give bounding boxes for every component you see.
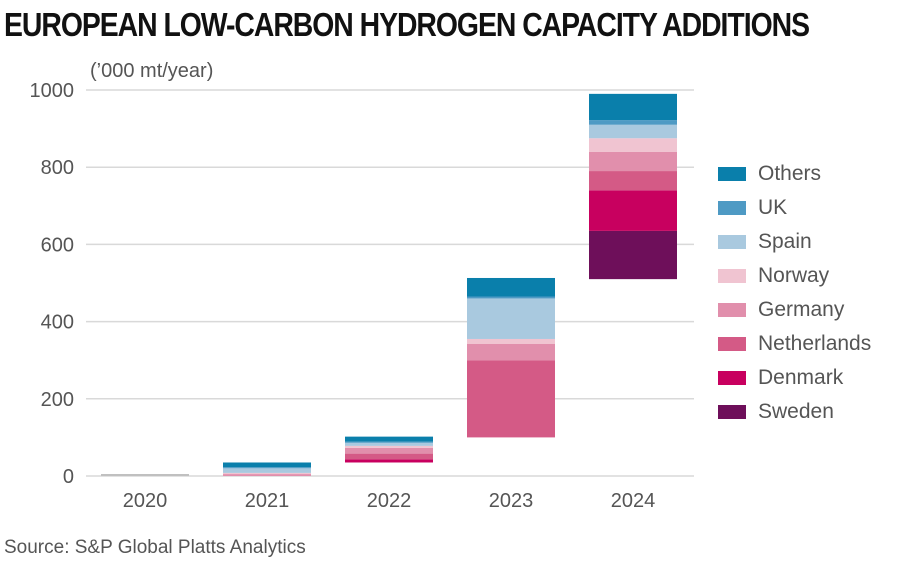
- legend: Others UK Spain Norway Germany Netherlands Den…: [718, 157, 871, 429]
- y-tick-label: 1000: [30, 80, 75, 102]
- bar-segment-sweden-2024: [589, 230, 677, 280]
- legend-swatch: [718, 269, 746, 283]
- bar-segment-norway-2021: [223, 472, 311, 475]
- source-note: Source: S&P Global Platts Analytics: [4, 537, 306, 558]
- bar-segment-germany-2022: [345, 447, 433, 454]
- bar-segment-norway-2022: [345, 445, 433, 448]
- y-axis-ticks: 0 200 400 600 800 1000: [30, 80, 75, 488]
- bar-segment-denmark-2024: [589, 190, 677, 231]
- x-axis-ticks: 2020 2021 2022 2023 2024: [123, 490, 656, 512]
- legend-item-sweden: Sweden: [718, 395, 871, 429]
- legend-item-others: Others: [718, 157, 871, 191]
- bar-segment-spain-2021: [223, 468, 311, 473]
- legend-label: UK: [758, 196, 788, 219]
- bar-segment-others-2023: [467, 277, 555, 297]
- bar-segment-uk-2024: [589, 120, 677, 125]
- bar-segment-others-2024: [589, 93, 677, 121]
- legend-label: Norway: [758, 264, 830, 287]
- y-tick-label: 600: [41, 234, 74, 256]
- y-axis-unit-label: (’000 mt/year): [90, 60, 214, 82]
- legend-swatch: [718, 235, 746, 249]
- y-tick-label: 800: [41, 157, 74, 179]
- legend-swatch: [718, 303, 746, 317]
- legend-label: Sweden: [758, 400, 834, 423]
- legend-swatch: [718, 405, 746, 419]
- legend-label: Netherlands: [758, 332, 872, 355]
- bar-segment-others-2022: [345, 436, 433, 442]
- x-tick-label: 2024: [611, 490, 656, 512]
- legend-item-germany: Germany: [718, 293, 871, 327]
- legend-item-uk: UK: [718, 191, 871, 225]
- legend-swatch: [718, 201, 746, 215]
- legend-item-denmark: Denmark: [718, 361, 871, 395]
- y-tick-label: 0: [63, 466, 74, 488]
- bar-segment-germany-2021: [223, 474, 311, 476]
- bar-segment-denmark-2022: [345, 459, 433, 463]
- legend-swatch: [718, 167, 746, 181]
- legend-swatch: [718, 337, 746, 351]
- x-tick-label: 2021: [245, 490, 290, 512]
- legend-label: Spain: [758, 230, 812, 253]
- bar-segment-others-2021: [223, 462, 311, 468]
- bar-segment-uk-2021: [223, 467, 311, 469]
- legend-item-spain: Spain: [718, 225, 871, 259]
- bar-segment-uk-2022: [345, 441, 433, 443]
- legend-item-norway: Norway: [718, 259, 871, 293]
- bar-segment-spain-2023: [467, 298, 555, 339]
- chart-title: EUROPEAN LOW-CARBON HYDROGEN CAPACITY AD…: [4, 6, 810, 43]
- x-tick-label: 2023: [489, 490, 534, 512]
- x-tick-label: 2022: [367, 490, 412, 512]
- bar-segment-spain-2022: [345, 442, 433, 446]
- bar-segment-netherlands-2022: [345, 453, 433, 460]
- y-tick-label: 200: [41, 389, 74, 411]
- bar-segment-germany-2023: [467, 343, 555, 361]
- bar-segment-netherlands-2024: [589, 171, 677, 191]
- bar-segment-norway-2023: [467, 338, 555, 344]
- x-tick-label: 2020: [123, 490, 168, 512]
- bar-segment-norway-2024: [589, 138, 677, 152]
- bar-segment-uk-2023: [467, 296, 555, 299]
- bars: [101, 93, 677, 476]
- bar-segment-netherlands-2023: [467, 360, 555, 438]
- legend-item-netherlands: Netherlands: [718, 327, 871, 361]
- legend-label: Others: [758, 162, 822, 185]
- y-tick-label: 400: [41, 312, 74, 334]
- legend-label: Denmark: [758, 366, 844, 389]
- legend-swatch: [718, 371, 746, 385]
- bar-segment-germany-2024: [589, 151, 677, 172]
- legend-label: Germany: [758, 298, 845, 321]
- bar-segment-spain-2024: [589, 124, 677, 139]
